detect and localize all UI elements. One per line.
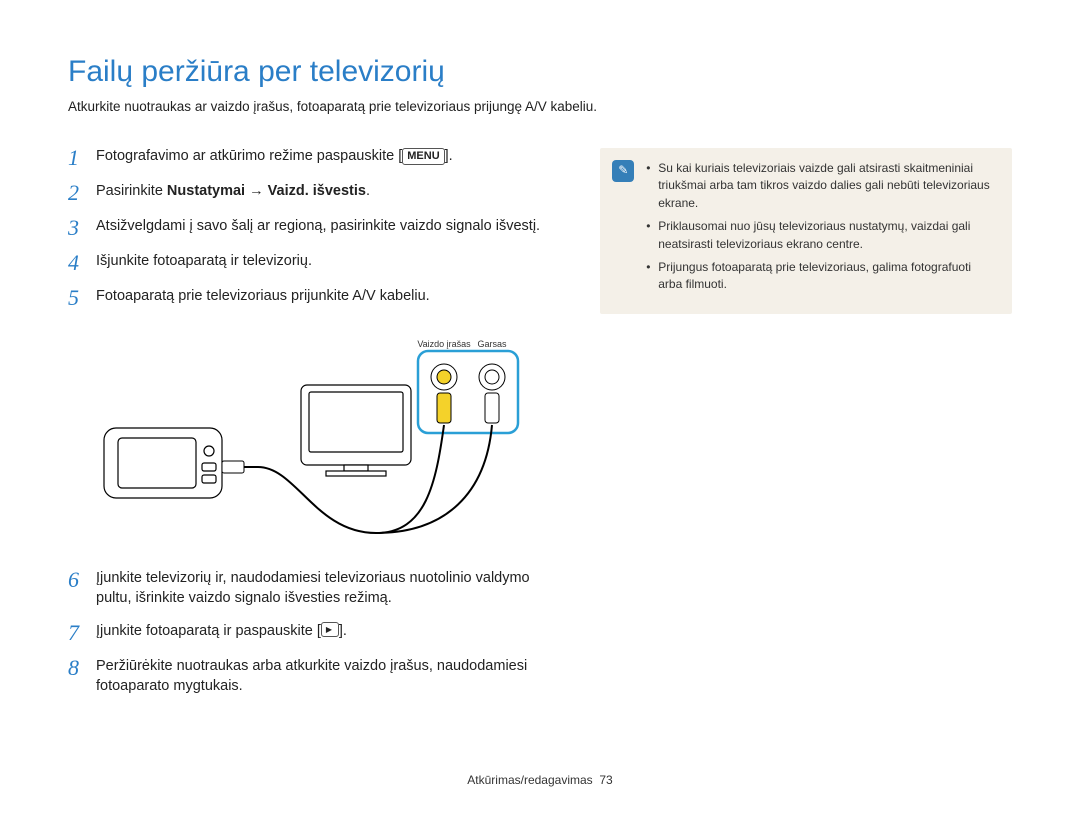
text-fragment: . bbox=[366, 183, 370, 199]
text-fragment: ]. bbox=[445, 148, 453, 164]
note-item: Prijungus fotoaparatą prie televizoriaus… bbox=[646, 259, 998, 294]
connection-diagram: Vaizdo įrašas Garsas bbox=[96, 333, 526, 543]
footer-page-number: 73 bbox=[599, 773, 612, 787]
text-fragment: Įjunkite fotoaparatą ir paspauskite [ bbox=[96, 623, 321, 639]
step-number: 2 bbox=[68, 181, 84, 204]
note-item: Su kai kuriais televizoriais vaizde gali… bbox=[646, 160, 998, 212]
step-number: 3 bbox=[68, 216, 84, 239]
step-2: 2 Pasirinkite Nustatymai → Vaizd. išvest… bbox=[68, 181, 558, 204]
step-1: 1 Fotografavimo ar atkūrimo režime paspa… bbox=[68, 146, 558, 169]
step-number: 7 bbox=[68, 621, 84, 644]
step-text: Išjunkite fotoaparatą ir televizorių. bbox=[96, 251, 558, 274]
step-6: 6 Įjunkite televizorių ir, naudodamiesi … bbox=[68, 568, 558, 609]
step-number: 5 bbox=[68, 286, 84, 309]
step-text: Peržiūrėkite nuotraukas arba atkurkite v… bbox=[96, 656, 558, 697]
text-fragment: ]. bbox=[339, 623, 347, 639]
step-number: 1 bbox=[68, 146, 84, 169]
note-item: Priklausomai nuo jūsų televizoriaus nust… bbox=[646, 218, 998, 253]
step-text: Atsižvelgdami į savo šalį ar regioną, pa… bbox=[96, 216, 558, 239]
text-fragment: Fotografavimo ar atkūrimo režime paspaus… bbox=[96, 148, 402, 164]
diagram-label-video: Vaizdo įrašas bbox=[417, 339, 471, 349]
page-footer: Atkūrimas/redagavimas 73 bbox=[0, 773, 1080, 787]
step-5: 5 Fotoaparatą prie televizoriaus prijunk… bbox=[68, 286, 558, 309]
footer-section: Atkūrimas/redagavimas bbox=[467, 773, 592, 787]
step-text: Įjunkite televizorių ir, naudodamiesi te… bbox=[96, 568, 558, 609]
note-box: ✎ Su kai kuriais televizoriais vaizde ga… bbox=[600, 148, 1012, 314]
step-number: 8 bbox=[68, 656, 84, 697]
note-list: Su kai kuriais televizoriais vaizde gali… bbox=[646, 160, 998, 300]
page-subtitle: Atkurkite nuotraukas ar vaizdo įrašus, f… bbox=[68, 99, 1012, 114]
notes-column: ✎ Su kai kuriais televizoriais vaizde ga… bbox=[600, 146, 1012, 708]
steps-column: 1 Fotografavimo ar atkūrimo režime paspa… bbox=[68, 146, 558, 708]
menu-button-icon: MENU bbox=[402, 148, 444, 165]
note-icon: ✎ bbox=[612, 160, 634, 182]
diagram-label-audio: Garsas bbox=[477, 339, 507, 349]
page-title: Failų peržiūra per televizorių bbox=[68, 55, 1012, 89]
step-8: 8 Peržiūrėkite nuotraukas arba atkurkite… bbox=[68, 656, 558, 697]
step-text: Fotoaparatą prie televizoriaus prijunkit… bbox=[96, 286, 558, 309]
step-text: Fotografavimo ar atkūrimo režime paspaus… bbox=[96, 146, 558, 169]
playback-button-icon bbox=[321, 622, 339, 637]
text-bold: Nustatymai → Vaizd. išvestis bbox=[167, 183, 366, 199]
step-number: 6 bbox=[68, 568, 84, 609]
content-columns: 1 Fotografavimo ar atkūrimo režime paspa… bbox=[68, 146, 1012, 708]
step-number: 4 bbox=[68, 251, 84, 274]
step-4: 4 Išjunkite fotoaparatą ir televizorių. bbox=[68, 251, 558, 274]
text-fragment: Pasirinkite bbox=[96, 183, 167, 199]
step-text: Pasirinkite Nustatymai → Vaizd. išvestis… bbox=[96, 181, 558, 204]
step-3: 3 Atsižvelgdami į savo šalį ar regioną, … bbox=[68, 216, 558, 239]
step-text: Įjunkite fotoaparatą ir paspauskite []. bbox=[96, 621, 558, 644]
step-7: 7 Įjunkite fotoaparatą ir paspauskite []… bbox=[68, 621, 558, 644]
